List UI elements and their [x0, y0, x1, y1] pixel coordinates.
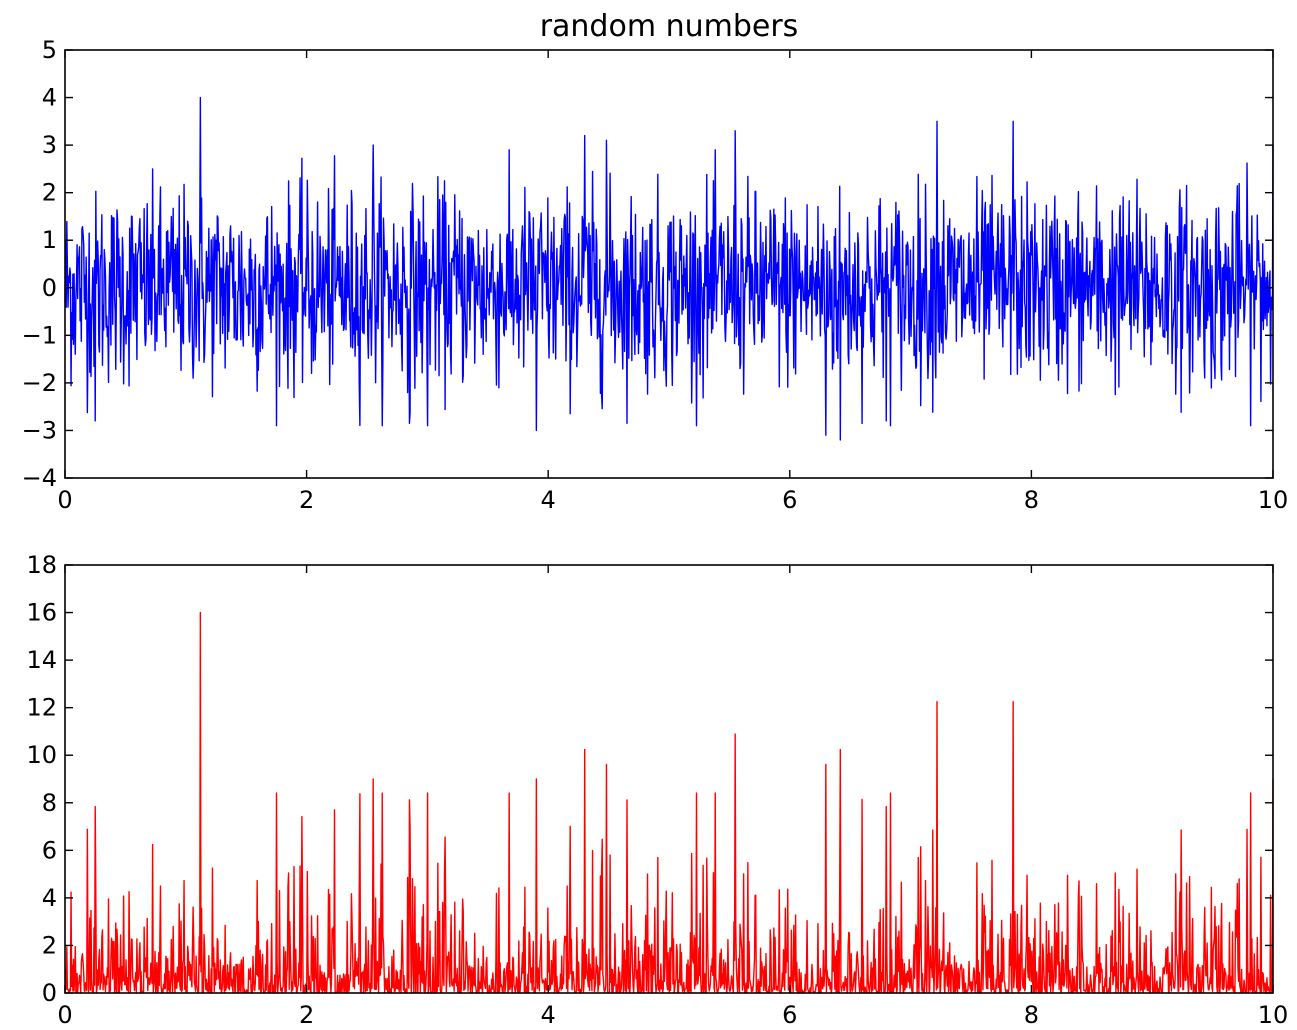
y-tick-label: 10: [26, 741, 57, 769]
y-tick-label: 4: [42, 84, 57, 112]
x-tick-label: 2: [299, 486, 314, 514]
x-tick-label: 10: [1258, 486, 1289, 514]
y-tick-label: 1: [42, 226, 57, 254]
y-tick-label: 4: [42, 884, 57, 912]
chart-title: random numbers: [540, 9, 799, 44]
y-tick-label: 6: [42, 836, 57, 864]
x-tick-label: 10: [1258, 1001, 1289, 1029]
y-tick-label: 2: [42, 179, 57, 207]
y-tick-label: −2: [22, 369, 57, 397]
y-tick-label: 0: [42, 274, 57, 302]
x-tick-label: 8: [1024, 486, 1039, 514]
x-tick-label: 0: [57, 486, 72, 514]
y-tick-label: −1: [22, 321, 57, 349]
x-tick-label: 0: [57, 1001, 72, 1029]
x-tick-label: 4: [541, 486, 556, 514]
bottom-axes-frame: [64, 564, 1274, 994]
top-axes-frame: [64, 49, 1274, 479]
y-tick-label: 16: [26, 599, 57, 627]
x-tick-label: 4: [541, 1001, 556, 1029]
series-line-bottom: [64, 611, 1274, 994]
y-tick-label: 3: [42, 131, 57, 159]
x-tick-label: 8: [1024, 1001, 1039, 1029]
y-tick-label: 2: [42, 931, 57, 959]
bottom-axes: 0 2 4 6 8 10 0 2 4 6 8 10 12 14 16 18: [26, 551, 1288, 1029]
x-tick-label: 2: [299, 1001, 314, 1029]
y-tick-label: −3: [22, 416, 57, 444]
y-tick-label: −4: [22, 464, 57, 492]
x-tick-label: 6: [782, 1001, 797, 1029]
series-line-top: [64, 96, 1274, 441]
y-tick-label: 5: [42, 36, 57, 64]
y-tick-label: 8: [42, 789, 57, 817]
x-tick-label: 6: [782, 486, 797, 514]
top-axes: 0 2 4 6 8 10 −4 −3 −2 −1 0 1 2 3 4 5: [22, 36, 1289, 514]
y-tick-label: 0: [42, 979, 57, 1007]
y-tick-label: 12: [26, 694, 57, 722]
bottom-axes-ticks: 0 2 4 6 8 10 0 2 4 6 8 10 12 14 16 18: [26, 551, 1288, 1029]
top-axes-ticks: 0 2 4 6 8 10 −4 −3 −2 −1 0 1 2 3 4 5: [22, 36, 1289, 514]
y-tick-label: 18: [26, 551, 57, 579]
y-tick-label: 14: [26, 646, 57, 674]
